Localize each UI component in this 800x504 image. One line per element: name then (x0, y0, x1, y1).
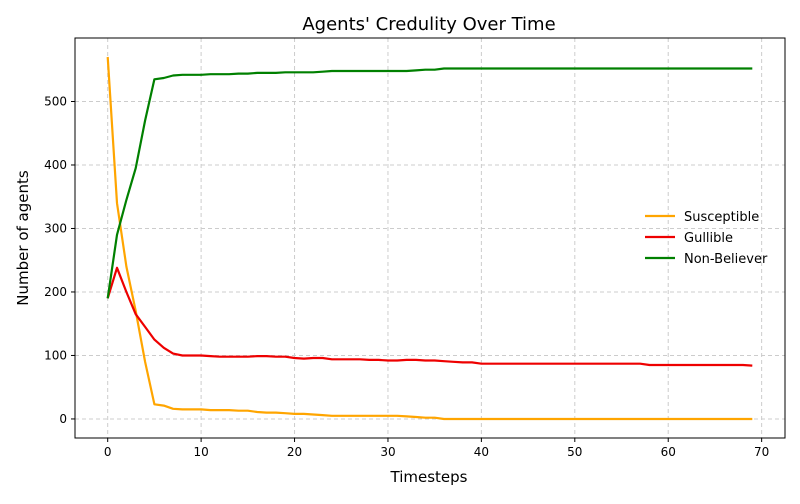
y-tick-label: 0 (59, 412, 67, 426)
y-tick-label: 100 (44, 348, 67, 362)
x-tick-label: 50 (567, 445, 582, 459)
x-axis-label: Timesteps (390, 468, 468, 486)
x-tick-label: 60 (661, 445, 676, 459)
x-tick-label: 30 (380, 445, 395, 459)
y-axis-ticks: 0 100 200 300 400 500 (44, 94, 75, 426)
y-tick-label: 300 (44, 221, 67, 235)
x-tick-label: 70 (754, 445, 769, 459)
y-tick-label: 400 (44, 158, 67, 172)
x-tick-label: 20 (287, 445, 302, 459)
series-line-gullible (106, 266, 753, 367)
legend: Susceptible Gullible Non-Believer (645, 210, 768, 267)
series-line-non-believer (106, 67, 753, 299)
legend-label-susceptible: Susceptible (684, 210, 759, 225)
x-tick-label: 40 (474, 445, 489, 459)
y-tick-label: 200 (44, 285, 67, 299)
x-tick-label: 0 (104, 445, 112, 459)
y-tick-label: 500 (44, 94, 67, 108)
legend-label-non-believer: Non-Believer (684, 252, 768, 267)
series-line-susceptible (106, 56, 753, 421)
plot-area-frame (74, 37, 786, 439)
x-axis-ticks: 0 10 20 30 40 50 60 70 (104, 438, 769, 459)
grid-lines (75, 38, 785, 438)
x-tick-label: 10 (193, 445, 208, 459)
legend-label-gullible: Gullible (684, 231, 733, 246)
series-lines (106, 56, 753, 421)
chart-title: Agents' Credulity Over Time (302, 14, 555, 35)
y-axis-label: Number of agents (14, 170, 32, 306)
